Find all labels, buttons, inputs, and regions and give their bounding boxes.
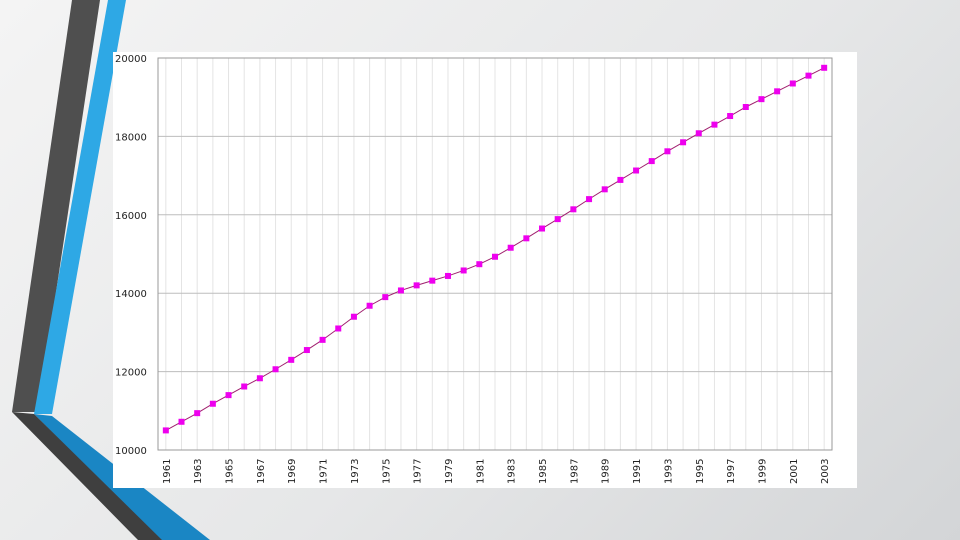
x-tick-label: 1989 xyxy=(601,459,612,484)
data-point-marker xyxy=(178,418,185,425)
line-chart: 10000 12000 14000 16000 18000 20000 1961 1963 19… xyxy=(115,54,833,484)
data-point-marker xyxy=(162,427,169,434)
x-tick-label: 1995 xyxy=(695,459,706,484)
data-point-marker xyxy=(382,294,389,301)
data-point-marker xyxy=(805,72,812,79)
data-point-marker xyxy=(335,325,342,332)
data-point-marker xyxy=(601,186,608,193)
data-point-marker xyxy=(350,313,357,320)
y-tick-label: 10000 xyxy=(115,446,147,457)
x-tick-label: 1967 xyxy=(256,459,267,484)
x-tick-label: 1985 xyxy=(538,459,549,484)
x-tick-label: 1993 xyxy=(663,459,674,484)
y-tick-label: 14000 xyxy=(115,289,147,300)
data-point-marker xyxy=(444,272,451,279)
data-point-marker xyxy=(194,410,201,417)
data-point-marker xyxy=(570,206,577,213)
data-point-marker xyxy=(507,244,514,251)
x-tick-label: 1977 xyxy=(413,459,424,484)
data-point-marker xyxy=(727,113,734,120)
data-point-marker xyxy=(695,130,702,137)
x-tick-label: 1987 xyxy=(569,459,580,484)
x-tick-label: 2003 xyxy=(820,459,831,484)
data-point-marker xyxy=(680,139,687,146)
data-point-marker xyxy=(821,64,828,71)
x-tick-label: 1981 xyxy=(475,459,486,484)
x-tick-label: 1973 xyxy=(350,459,361,484)
x-tick-label: 1997 xyxy=(726,459,737,484)
data-point-marker xyxy=(209,400,216,407)
data-point-marker xyxy=(366,302,373,309)
x-tick-label: 1963 xyxy=(193,459,204,484)
data-point-marker xyxy=(711,121,718,128)
x-tick-label: 1975 xyxy=(381,459,392,484)
data-point-marker xyxy=(617,176,624,183)
data-point-marker xyxy=(397,287,404,294)
data-point-marker xyxy=(476,261,483,268)
stripe-dark-upper xyxy=(12,0,100,412)
data-point-marker xyxy=(539,225,546,232)
data-point-marker xyxy=(413,282,420,289)
data-point-marker xyxy=(241,383,248,390)
x-tick-label: 1969 xyxy=(287,459,298,484)
y-tick-label: 12000 xyxy=(115,368,147,379)
data-point-marker xyxy=(789,80,796,87)
data-point-marker xyxy=(272,366,279,373)
x-tick-label: 1999 xyxy=(757,459,768,484)
data-point-marker xyxy=(460,267,467,274)
y-tick-label: 18000 xyxy=(115,132,147,143)
data-point-marker xyxy=(303,347,310,354)
plot-frame xyxy=(157,57,833,451)
stripe-dark-lower xyxy=(12,412,162,540)
data-point-marker xyxy=(492,253,498,260)
data-point-marker xyxy=(774,88,781,95)
data-point-marker xyxy=(586,196,593,203)
data-point-marker xyxy=(758,96,765,103)
data-point-marker xyxy=(256,375,263,382)
x-tick-label: 1965 xyxy=(225,459,236,484)
x-tick-label: 2001 xyxy=(789,459,800,484)
y-tick-label: 16000 xyxy=(115,211,147,222)
data-point-marker xyxy=(554,216,561,223)
x-tick-label: 1979 xyxy=(444,459,455,484)
data-point-marker xyxy=(319,336,326,343)
x-tick-label: 1991 xyxy=(632,459,643,484)
y-tick-label: 20000 xyxy=(115,54,147,65)
x-tick-label: 1961 xyxy=(162,459,173,484)
data-point-marker xyxy=(225,392,232,399)
data-point-marker xyxy=(648,158,655,165)
data-point-marker xyxy=(288,356,295,363)
data-point-marker xyxy=(633,167,640,174)
data-point-marker xyxy=(664,148,671,155)
data-point-marker xyxy=(429,277,436,284)
data-point-marker xyxy=(523,235,530,242)
chart-panel: 10000 12000 14000 16000 18000 20000 1961 1963 19… xyxy=(113,52,857,488)
data-point-marker xyxy=(742,104,749,110)
x-tick-label: 1971 xyxy=(319,459,330,484)
stripe-blue-upper xyxy=(34,0,126,414)
x-tick-label: 1983 xyxy=(507,459,518,484)
